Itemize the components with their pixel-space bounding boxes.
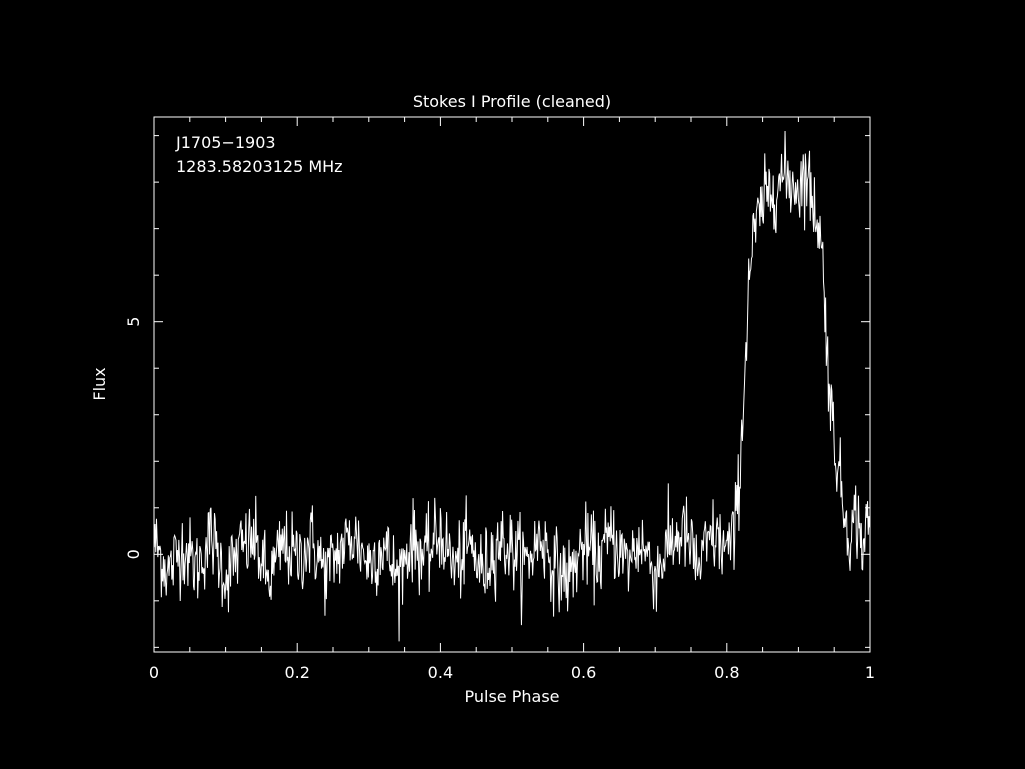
chart-title: Stokes I Profile (cleaned) bbox=[413, 92, 611, 111]
x-tick-label: 0.6 bbox=[571, 663, 596, 682]
x-tick-label: 0.4 bbox=[428, 663, 453, 682]
pulsar-name-annotation: J1705−1903 bbox=[175, 133, 276, 152]
x-axis: 0 0.2 0.4 0.6 0.8 1 bbox=[149, 117, 875, 682]
series-line bbox=[153, 131, 871, 642]
series-layer bbox=[153, 131, 871, 642]
x-tick-label: 0.8 bbox=[714, 663, 739, 682]
y-axis: 05 bbox=[124, 135, 870, 648]
y-axis-label: Flux bbox=[90, 367, 109, 400]
x-axis-label: Pulse Phase bbox=[465, 687, 560, 706]
frequency-annotation: 1283.58203125 MHz bbox=[176, 157, 343, 176]
x-tick-label: 1 bbox=[865, 663, 875, 682]
y-tick-label: 5 bbox=[124, 317, 143, 327]
x-tick-label: 0 bbox=[149, 663, 159, 682]
x-tick-label: 0.2 bbox=[284, 663, 309, 682]
y-tick-label: 0 bbox=[124, 549, 143, 559]
